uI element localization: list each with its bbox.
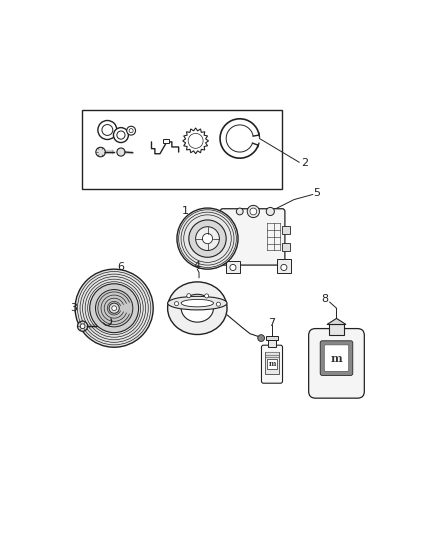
Circle shape (102, 125, 113, 135)
FancyBboxPatch shape (309, 328, 364, 398)
FancyBboxPatch shape (220, 209, 285, 265)
Text: 3: 3 (70, 303, 77, 313)
Circle shape (258, 335, 265, 342)
Bar (226, 261, 240, 272)
Circle shape (174, 302, 179, 306)
Bar (277, 259, 291, 272)
Circle shape (189, 220, 226, 257)
Circle shape (266, 207, 274, 215)
Text: 5: 5 (314, 188, 321, 198)
Text: 4: 4 (194, 261, 201, 271)
Text: m: m (268, 360, 276, 368)
Bar (267, 359, 277, 369)
Circle shape (95, 289, 133, 327)
Bar (265, 352, 279, 374)
Circle shape (75, 269, 153, 347)
Circle shape (127, 126, 135, 135)
Bar (163, 139, 170, 143)
Circle shape (129, 128, 133, 133)
Circle shape (250, 208, 257, 215)
Circle shape (281, 264, 287, 271)
Circle shape (196, 227, 219, 251)
Circle shape (113, 127, 128, 142)
Polygon shape (327, 318, 346, 325)
Text: 6: 6 (117, 262, 124, 272)
Circle shape (98, 120, 117, 140)
Text: 2: 2 (300, 158, 308, 168)
Circle shape (109, 303, 119, 313)
Bar (282, 243, 290, 251)
Circle shape (117, 131, 125, 139)
FancyBboxPatch shape (320, 341, 353, 375)
Bar (268, 340, 276, 347)
Circle shape (230, 264, 236, 271)
Circle shape (90, 284, 138, 333)
Ellipse shape (181, 300, 213, 307)
Circle shape (117, 148, 125, 156)
Circle shape (96, 147, 105, 157)
Circle shape (80, 324, 85, 328)
Circle shape (112, 306, 117, 311)
Text: m: m (331, 353, 343, 364)
Circle shape (202, 233, 212, 244)
Circle shape (237, 208, 243, 215)
Ellipse shape (181, 294, 213, 322)
FancyBboxPatch shape (261, 345, 283, 383)
Circle shape (188, 133, 203, 148)
Circle shape (187, 294, 191, 298)
FancyBboxPatch shape (324, 345, 349, 372)
Circle shape (216, 302, 220, 306)
Ellipse shape (168, 296, 227, 310)
Text: 8: 8 (321, 294, 328, 304)
Circle shape (247, 205, 259, 217)
Text: 1: 1 (182, 206, 189, 216)
Polygon shape (183, 128, 208, 154)
Bar (282, 225, 290, 234)
Ellipse shape (168, 282, 227, 335)
Bar (82, 110, 282, 189)
Circle shape (205, 294, 208, 298)
Bar (329, 325, 344, 335)
Circle shape (78, 321, 88, 332)
Bar (266, 336, 278, 341)
Circle shape (177, 208, 238, 269)
Text: 7: 7 (268, 318, 276, 328)
